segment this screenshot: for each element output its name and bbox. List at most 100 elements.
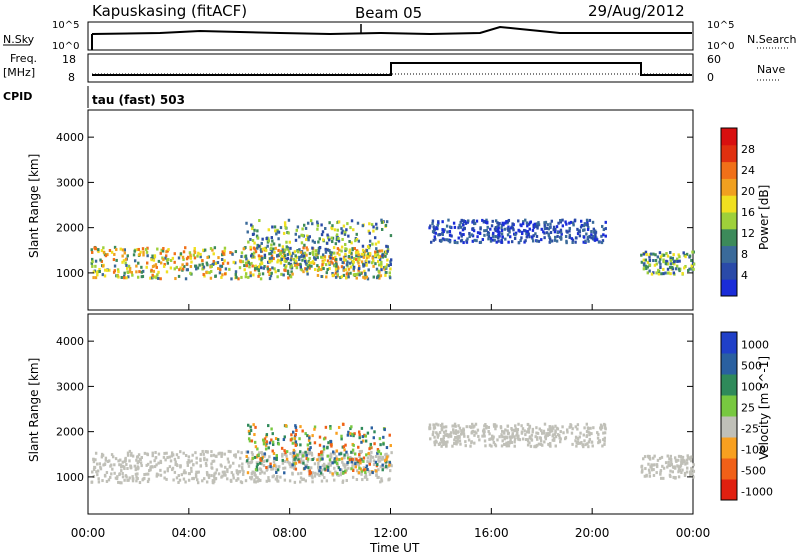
velocity-scatter-cell: [220, 451, 223, 455]
power-scatter-cell: [352, 257, 356, 261]
power-scatter-cell: [378, 257, 382, 261]
power-scatter-cell: [189, 271, 192, 275]
power-scatter-cell: [299, 265, 302, 269]
velocity-scatter-cell: [686, 466, 689, 470]
power-scatter-cell: [317, 240, 320, 244]
velocity-scatter-cell: [358, 436, 361, 440]
velocity-scatter-cell: [478, 438, 481, 442]
power-scatter-cell: [666, 254, 670, 258]
power-scatter-cell: [290, 254, 293, 258]
velocity-scatter-cell: [269, 462, 272, 466]
power-scatter-cell: [642, 263, 646, 267]
velocity-scatter-cell: [473, 441, 476, 445]
power-scatter-cell: [659, 257, 662, 261]
velocity-scatter-cell: [692, 475, 695, 479]
power-scatter-cell: [362, 250, 366, 254]
velocity-scatter-cell: [293, 436, 296, 440]
power-scatter-cell: [548, 236, 551, 240]
velocity-scatter-cell: [291, 463, 294, 467]
power-scatter-cell: [534, 232, 537, 236]
velocity-scatter-cell: [554, 435, 558, 439]
power-scatter-cell: [668, 265, 672, 269]
velocity-scatter-cell: [428, 423, 432, 427]
nsky-tick-left-top: 10^5: [52, 20, 79, 31]
velocity-scatter-cell: [587, 430, 590, 434]
velocity-scatter-cell: [374, 454, 378, 458]
power-scatter-cell: [317, 265, 321, 269]
power-scatter-cell: [325, 241, 329, 245]
power-scatter-cell: [373, 236, 377, 240]
velocity-scatter-cell: [129, 466, 133, 470]
power-scatter-cell: [489, 239, 493, 243]
power-scatter-cell: [203, 274, 206, 278]
power-scatter-cell: [171, 256, 175, 260]
velocity-scatter-cell: [311, 471, 314, 475]
cpid-label: CPID: [3, 90, 32, 103]
velocity-scatter-cell: [131, 454, 135, 458]
velocity-scatter-cell: [184, 471, 187, 475]
velocity-scatter-cell: [437, 433, 440, 437]
power-scatter-cell: [559, 220, 563, 224]
power-scatter-cell: [489, 227, 492, 231]
velocity-scatter-cell: [265, 459, 269, 463]
power-scatter-cell: [577, 230, 581, 234]
velocity-scatter-cell: [581, 443, 584, 447]
power-scatter-cell: [272, 257, 275, 261]
velocity-scatter-cell: [552, 433, 555, 437]
velocity-scatter-cell: [453, 422, 457, 426]
velocity-scatter-cell: [311, 476, 314, 480]
power-scatter-cell: [164, 254, 168, 258]
power-scatter-cell: [678, 259, 681, 263]
velocity-scatter-cell: [346, 462, 349, 466]
x-tick-label: 08:00: [272, 526, 307, 540]
velocity-scatter-cell: [192, 463, 195, 467]
power-scatter-cell: [254, 264, 257, 268]
velocity-scatter-cell: [372, 463, 376, 467]
velocity-scatter-cell: [357, 430, 361, 434]
power-scatter-cell: [361, 262, 365, 266]
power-scatter-cell: [648, 255, 651, 259]
velocity-scatter-cell: [565, 428, 569, 432]
power-scatter-cell: [342, 266, 346, 270]
power-scatter-cell: [223, 259, 226, 263]
velocity-scatter-cell: [331, 461, 334, 465]
velocity-scatter-cell: [194, 451, 197, 455]
velocity-scatter-cell: [308, 436, 311, 440]
velocity-scatter-cell: [681, 455, 685, 459]
power-scatter-cell: [511, 226, 515, 230]
velocity-scatter-cell: [176, 464, 179, 468]
velocity-scatter-cell: [483, 424, 486, 428]
velocity-scatter-cell: [320, 452, 323, 456]
power-scatter-cell: [142, 250, 145, 254]
power-scatter-cell: [500, 223, 504, 227]
velocity-ytick-label: 2000: [56, 426, 84, 439]
power-scatter-cell: [121, 248, 125, 252]
velocity-scatter-cell: [377, 450, 380, 454]
power-scatter-cell: [254, 267, 257, 271]
velocity-scatter-cell: [215, 468, 219, 472]
velocity-scatter-cell: [321, 457, 324, 461]
velocity-colorbar-segment: [721, 374, 737, 396]
power-scatter-cell: [251, 239, 255, 243]
power-scatter-cell: [244, 275, 248, 279]
velocity-scatter-cell: [310, 453, 314, 457]
velocity-scatter-cell: [299, 480, 302, 484]
power-scatter-cell: [294, 254, 297, 258]
power-scatter-cell: [479, 227, 482, 231]
velocity-scatter-cell: [191, 477, 194, 481]
power-scatter-cell: [692, 250, 695, 254]
power-scatter-cell: [259, 248, 263, 252]
power-scatter-cell: [377, 274, 380, 278]
freq-panel: [87, 53, 694, 83]
power-scatter-cell: [293, 261, 296, 265]
power-scatter-cell: [597, 240, 601, 244]
power-scatter-cell: [349, 226, 352, 230]
power-scatter-cell: [223, 272, 227, 276]
velocity-scatter-cell: [360, 457, 363, 461]
velocity-scatter-cell: [378, 437, 382, 441]
velocity-scatter-cell: [301, 477, 305, 481]
velocity-scatter-cell: [488, 432, 491, 436]
power-scatter-cell: [442, 230, 445, 234]
velocity-scatter-cell: [267, 478, 270, 482]
